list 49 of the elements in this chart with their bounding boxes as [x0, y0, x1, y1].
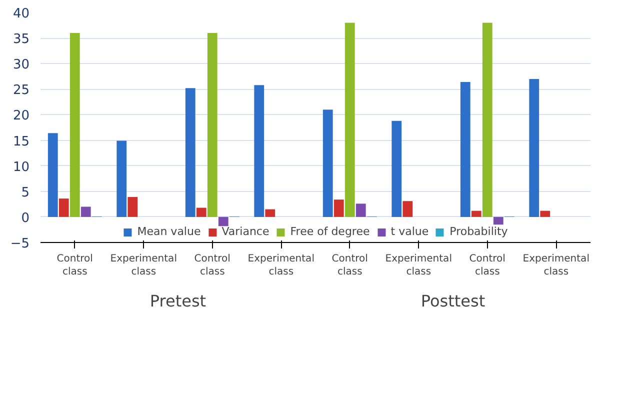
bar — [482, 22, 492, 217]
x-tick-label: Experimental class — [522, 254, 590, 278]
bar — [70, 32, 80, 217]
bar — [80, 206, 91, 217]
bar — [185, 88, 196, 217]
y-tick-label: 40 — [12, 6, 30, 22]
bar — [471, 210, 482, 217]
bar — [58, 198, 69, 217]
y-tick-label: 35 — [12, 32, 30, 48]
x-tick-label: Control class — [56, 254, 93, 278]
legend-label: Free of degree — [290, 225, 370, 238]
bar — [254, 85, 264, 217]
y-tick-label: 20 — [12, 108, 30, 124]
x-tick-label: Experimental class — [110, 254, 177, 278]
x-tick-label: Control class — [194, 254, 230, 278]
bar — [196, 208, 206, 217]
legend-label: t value — [390, 225, 429, 238]
legend-label: Variance — [222, 225, 270, 238]
y-tick-label: 10 — [12, 160, 30, 175]
text: Pretest — [150, 292, 206, 310]
x-tick-label: Control class — [469, 254, 506, 278]
bar — [402, 201, 413, 217]
bar — [529, 78, 540, 217]
bar — [392, 120, 402, 217]
bar — [128, 197, 138, 217]
bar — [322, 110, 333, 217]
bar — [265, 209, 276, 217]
y-tick-label: 30 — [12, 58, 30, 73]
bar — [48, 133, 58, 217]
text: Posttest — [420, 292, 486, 310]
y-tick-label: 5 — [21, 185, 30, 200]
y-tick-label: 25 — [12, 83, 30, 98]
bar — [334, 200, 344, 217]
x-tick-label: Experimental class — [248, 254, 314, 278]
x-tick-label: Control class — [332, 254, 368, 278]
bar — [460, 82, 470, 217]
legend-label: Mean value — [137, 225, 201, 238]
bar — [218, 216, 228, 226]
bar — [116, 140, 127, 217]
y-tick-label: 15 — [12, 134, 30, 150]
bar — [540, 210, 550, 217]
legend-label: Probability — [450, 225, 508, 238]
bar — [344, 22, 355, 217]
y-tick-label: 0 — [21, 210, 30, 226]
y-tick-label: −5 — [10, 236, 30, 252]
bar — [356, 204, 366, 217]
bar — [207, 32, 218, 217]
x-tick-label: Experimental class — [385, 254, 452, 278]
bar — [493, 216, 504, 225]
